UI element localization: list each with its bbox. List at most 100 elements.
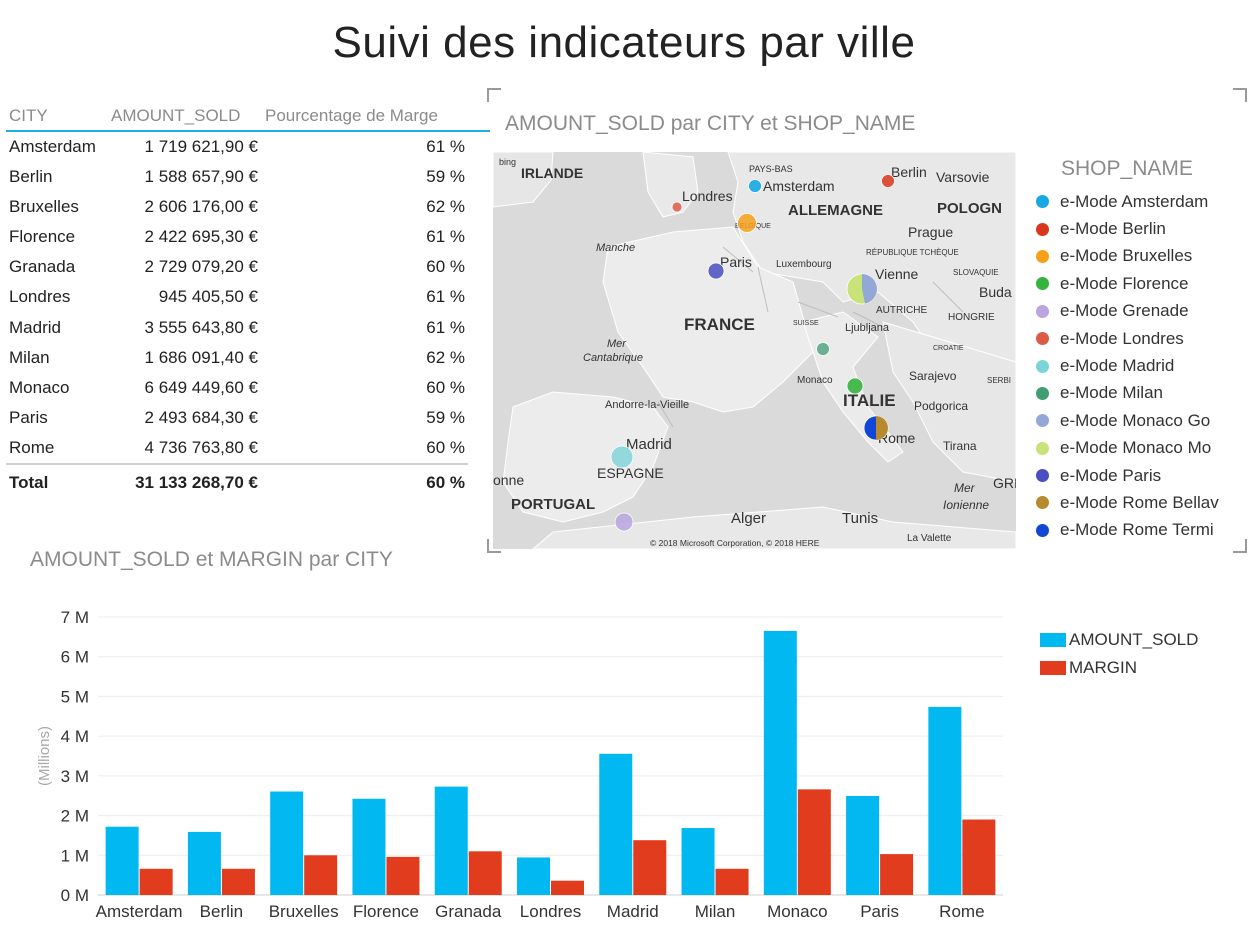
table-row[interactable]: Granada 2 729 079,20 € 60 % bbox=[6, 252, 490, 282]
bar-margin[interactable] bbox=[221, 868, 255, 895]
page-title: Suivi des indicateurs par ville bbox=[332, 18, 916, 67]
shop-legend-item[interactable]: e-Mode Paris bbox=[1036, 462, 1226, 489]
bar-amount-sold[interactable] bbox=[105, 826, 139, 895]
bar-margin[interactable] bbox=[468, 851, 502, 895]
x-tick-label: Londres bbox=[520, 902, 581, 921]
series-legend-item[interactable]: MARGIN bbox=[1040, 654, 1198, 682]
bar-amount-sold[interactable] bbox=[352, 798, 386, 895]
bar-margin[interactable] bbox=[797, 789, 831, 895]
x-tick-label: Amsterdam bbox=[96, 902, 183, 921]
city-table: CITY AMOUNT_SOLD Pourcentage de Marge Am… bbox=[6, 104, 490, 499]
cell-margin-pct: 60 % bbox=[426, 257, 465, 277]
map-canvas[interactable]: IRLANDE PAYS-BAS Amsterdam Berlin Varsov… bbox=[493, 152, 1016, 549]
cell-city: Granada bbox=[9, 257, 76, 277]
shop-legend-item[interactable]: e-Mode Grenade bbox=[1036, 298, 1226, 325]
map-label: Luxembourg bbox=[776, 259, 832, 270]
bar-margin[interactable] bbox=[551, 880, 584, 895]
map-bubble-paris[interactable] bbox=[707, 262, 725, 280]
table-row[interactable]: Amsterdam 1 719 621,90 € 61 % bbox=[6, 132, 490, 162]
column-header-margin-pct[interactable]: Pourcentage de Marge bbox=[265, 106, 438, 125]
map-label: Cantabrique bbox=[583, 352, 643, 364]
shop-legend-item[interactable]: e-Mode Londres bbox=[1036, 325, 1226, 352]
shop-legend-item[interactable]: e-Mode Rome Termi bbox=[1036, 517, 1226, 544]
map-label: Ljubljana bbox=[845, 322, 890, 334]
map-bubble-londres[interactable] bbox=[671, 201, 683, 213]
shop-legend-label: e-Mode Monaco Mo bbox=[1060, 438, 1212, 458]
bar-margin[interactable] bbox=[386, 856, 420, 895]
shop-legend-item[interactable]: e-Mode Milan bbox=[1036, 380, 1226, 407]
shop-legend-label: e-Mode Rome Termi bbox=[1060, 520, 1214, 540]
table-row[interactable]: Berlin 1 588 657,90 € 59 % bbox=[6, 162, 490, 192]
bar-amount-sold[interactable] bbox=[599, 753, 633, 895]
column-header-amount-sold[interactable]: AMOUNT_SOLD bbox=[111, 106, 241, 125]
map-bubble-amsterdam[interactable] bbox=[748, 179, 762, 193]
cell-margin-pct: 61 % bbox=[426, 317, 465, 337]
bar-amount-sold[interactable] bbox=[763, 630, 797, 895]
map-label: Prague bbox=[908, 224, 953, 240]
map-bubble-rome[interactable] bbox=[863, 415, 889, 441]
map-bubble-madrid[interactable] bbox=[610, 445, 634, 469]
shop-legend-label: e-Mode Amsterdam bbox=[1060, 191, 1209, 211]
table-row[interactable]: Monaco 6 649 449,60 € 60 % bbox=[6, 373, 490, 403]
shop-legend-item[interactable]: e-Mode Amsterdam bbox=[1036, 188, 1226, 215]
map-bubble-milan[interactable] bbox=[816, 342, 830, 356]
table-row[interactable]: Paris 2 493 684,30 € 59 % bbox=[6, 403, 490, 433]
cell-amount: 945 405,50 € bbox=[158, 287, 258, 307]
shop-legend-item[interactable]: e-Mode Rome Bellav bbox=[1036, 489, 1226, 516]
bar-margin[interactable] bbox=[962, 819, 996, 895]
cell-city: Madrid bbox=[9, 317, 61, 337]
cell-city: Paris bbox=[9, 407, 48, 427]
legend-dot-icon bbox=[1036, 496, 1049, 510]
map-bubble-grenade[interactable] bbox=[614, 512, 634, 532]
bar-amount-sold[interactable] bbox=[270, 791, 304, 895]
shop-legend-item[interactable]: e-Mode Berlin bbox=[1036, 215, 1226, 242]
cell-amount: 1 686 091,40 € bbox=[144, 347, 258, 367]
bar-margin[interactable] bbox=[715, 868, 749, 895]
shop-legend-item[interactable]: e-Mode Florence bbox=[1036, 270, 1226, 297]
table-row[interactable]: Florence 2 422 695,30 € 61 % bbox=[6, 222, 490, 252]
legend-dot-icon bbox=[1036, 441, 1049, 455]
map-bubble-monaco[interactable] bbox=[846, 273, 878, 305]
y-axis-title: (Millions) bbox=[36, 726, 53, 786]
table-row[interactable]: Madrid 3 555 643,80 € 61 % bbox=[6, 313, 490, 343]
table-row[interactable]: Rome 4 736 763,80 € 60 % bbox=[6, 433, 490, 463]
shop-legend-item[interactable]: e-Mode Monaco Go bbox=[1036, 407, 1226, 434]
bar-amount-sold[interactable] bbox=[187, 831, 221, 895]
shop-legend-label: e-Mode Madrid bbox=[1060, 356, 1175, 376]
map-title: AMOUNT_SOLD par CITY et SHOP_NAME bbox=[505, 112, 916, 135]
shop-legend-item[interactable]: e-Mode Madrid bbox=[1036, 352, 1226, 379]
cell-amount: 1 719 621,90 € bbox=[144, 137, 258, 156]
map-bubble-bruxelles[interactable] bbox=[737, 213, 757, 233]
legend-dot-icon bbox=[1036, 469, 1049, 483]
shop-legend-item[interactable]: e-Mode Monaco Mo bbox=[1036, 435, 1226, 462]
bar-amount-sold[interactable] bbox=[681, 828, 715, 895]
frame-corner bbox=[487, 539, 501, 553]
legend-dot-icon bbox=[1036, 359, 1049, 373]
x-tick-label: Madrid bbox=[607, 902, 659, 921]
table-row[interactable]: Bruxelles 2 606 176,00 € 62 % bbox=[6, 192, 490, 222]
total-amount: 31 133 268,70 € bbox=[135, 473, 258, 493]
map-label: Manche bbox=[596, 242, 635, 254]
series-legend-item[interactable]: AMOUNT_SOLD bbox=[1040, 626, 1198, 654]
map-label: Buda bbox=[979, 284, 1012, 300]
bar-amount-sold[interactable] bbox=[846, 795, 880, 895]
bar-margin[interactable] bbox=[304, 855, 338, 895]
bar-amount-sold[interactable] bbox=[517, 857, 550, 895]
column-header-city[interactable]: CITY bbox=[9, 106, 48, 125]
bar-amount-sold[interactable] bbox=[434, 786, 468, 895]
bar-margin[interactable] bbox=[633, 840, 667, 895]
y-tick-label: 2 M bbox=[61, 807, 89, 826]
shop-legend-item[interactable]: e-Mode Bruxelles bbox=[1036, 243, 1226, 270]
y-tick-label: 6 M bbox=[61, 648, 89, 667]
map-bubble-berlin[interactable] bbox=[881, 174, 895, 188]
cell-city: Amsterdam bbox=[9, 137, 96, 156]
bar-amount-sold[interactable] bbox=[928, 706, 962, 895]
table-row[interactable]: Londres 945 405,50 € 61 % bbox=[6, 282, 490, 312]
cell-amount: 2 606 176,00 € bbox=[144, 197, 258, 217]
map-bubble-florence[interactable] bbox=[846, 377, 864, 395]
bar-margin[interactable] bbox=[139, 868, 173, 895]
cell-margin-pct: 60 % bbox=[426, 437, 465, 457]
table-row[interactable]: Milan 1 686 091,40 € 62 % bbox=[6, 343, 490, 373]
bar-margin[interactable] bbox=[880, 854, 914, 895]
x-tick-label: Monaco bbox=[767, 902, 827, 921]
